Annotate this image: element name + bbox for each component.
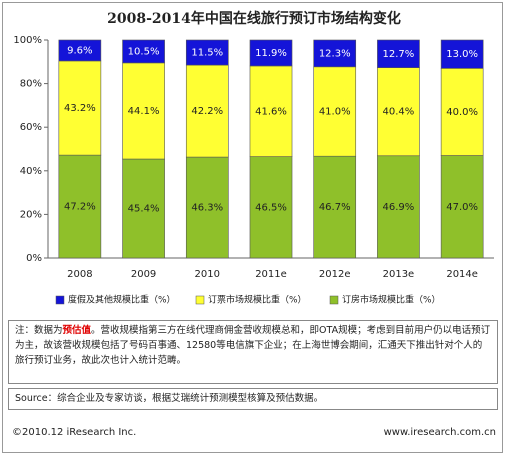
value-label: 40.4% xyxy=(383,107,415,118)
legend-swatch xyxy=(55,295,65,305)
legend-label: 订房市场规模比重（%） xyxy=(342,294,441,306)
x-tick-label: 2010 xyxy=(195,269,220,280)
value-label: 12.3% xyxy=(319,48,351,59)
value-label: 41.6% xyxy=(255,106,287,117)
x-tick-label: 2008 xyxy=(67,269,92,280)
x-tick-label: 2009 xyxy=(131,269,156,280)
value-label: 44.1% xyxy=(128,106,160,117)
note-text: 。营收规模指第三方在线代理商佣金营收规模总和，即OTA规模；考虑到目前用户仍以电… xyxy=(15,325,491,366)
note-prefix: 注：数据为 xyxy=(15,325,63,336)
x-tick-label: 2013e xyxy=(383,269,415,280)
bar-segment xyxy=(440,39,484,69)
y-tick-label: 40% xyxy=(20,166,42,177)
chart: 2008-2014年中国在线旅行预订市场结构变化 0% 20% 40% 60% 80% 1… xyxy=(13,10,494,306)
y-tick-label: 100% xyxy=(13,35,42,46)
bar-segment xyxy=(249,156,293,259)
source: Source：综合企业及专家访谈，根据艾瑞统计预测模型核算及预估数据。 xyxy=(8,388,498,410)
bar-segment xyxy=(122,158,165,259)
value-label: 46.9% xyxy=(383,202,415,213)
value-label: 47.2% xyxy=(64,202,96,213)
value-label: 45.4% xyxy=(128,204,160,215)
note-highlight: 预估值 xyxy=(62,325,92,336)
legend-label: 订票市场规模比重（%） xyxy=(208,294,307,306)
value-label: 41.0% xyxy=(319,107,351,118)
value-label: 46.5% xyxy=(255,202,287,213)
value-label: 40.0% xyxy=(446,107,478,118)
note: 注：数据为预估值。营收规模指第三方在线代理商佣金营收规模总和，即OTA规模；考虑… xyxy=(8,320,498,384)
x-tick-label: 2014e xyxy=(446,269,478,280)
value-label: 46.3% xyxy=(191,203,223,214)
value-label: 10.5% xyxy=(128,46,160,57)
bar-segment xyxy=(122,39,165,64)
bar-segment xyxy=(313,66,357,157)
bar-segment xyxy=(377,67,420,157)
value-label: 9.6% xyxy=(67,45,92,56)
y-tick-label: 60% xyxy=(20,122,42,133)
value-label: 42.2% xyxy=(191,106,223,117)
y-tick-label: 0% xyxy=(26,253,42,264)
x-tick-label: 2011e xyxy=(255,269,287,280)
bar-segment xyxy=(122,62,165,160)
value-label: 11.5% xyxy=(191,48,223,59)
value-label: 11.9% xyxy=(255,48,287,59)
bar-segment xyxy=(313,39,357,68)
bar-segment xyxy=(440,155,484,259)
y-tick-label: 80% xyxy=(20,79,42,90)
value-label: 46.7% xyxy=(319,202,351,213)
bar-segment xyxy=(185,64,229,158)
x-tick-label: 2012e xyxy=(319,269,351,280)
bar-segment xyxy=(377,155,420,259)
bar-segment xyxy=(58,154,102,259)
bar-segment xyxy=(249,65,293,157)
value-label: 13.0% xyxy=(446,49,478,60)
copyright: ©2010.12 iResearch Inc. xyxy=(12,427,137,438)
bar-segment xyxy=(249,39,293,67)
website: www.iresearch.com.cn xyxy=(383,427,496,438)
bar-segment xyxy=(313,155,357,259)
bar-segment xyxy=(377,39,420,68)
frame xyxy=(2,2,503,453)
bar-segment xyxy=(185,39,229,66)
legend-swatch xyxy=(329,295,339,305)
bar-segment xyxy=(440,68,484,156)
chart-title: 2008-2014年中国在线旅行预订市场结构变化 xyxy=(107,10,401,27)
y-tick-label: 20% xyxy=(20,209,42,220)
value-label: 47.0% xyxy=(446,202,478,213)
legend-swatch xyxy=(195,295,205,305)
bar-segment xyxy=(58,39,102,62)
value-label: 12.7% xyxy=(383,49,415,60)
legend-label: 度假及其他规模比重（%） xyxy=(68,294,176,306)
value-label: 43.2% xyxy=(64,103,96,114)
